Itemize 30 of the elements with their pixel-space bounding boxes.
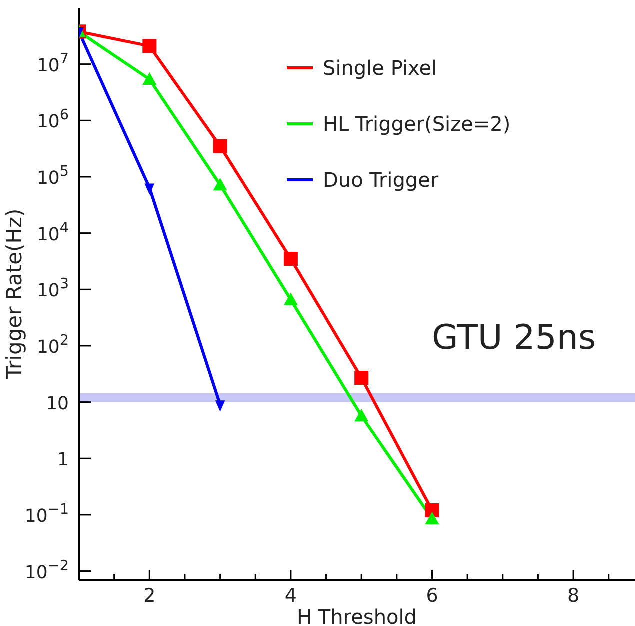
legend-label: Single Pixel xyxy=(323,56,438,80)
legend-label: HL Trigger(Size=2) xyxy=(323,112,511,136)
point xyxy=(425,503,440,518)
point xyxy=(142,39,157,54)
x-tick-label: 4 xyxy=(284,585,297,607)
y-tick-label: 10$^{−2}$ xyxy=(24,558,69,584)
y-tick-label: 10$^{4}$ xyxy=(36,220,69,246)
point xyxy=(354,409,369,422)
y-tick-label: 10 xyxy=(46,393,69,414)
y-tick-label: 10$^{7}$ xyxy=(36,51,69,76)
x-tick-label: 6 xyxy=(426,585,438,607)
point xyxy=(142,72,157,85)
annotation: GTU 25ns xyxy=(432,318,596,358)
point xyxy=(354,370,369,385)
legend-label: Duo Trigger xyxy=(323,168,439,192)
y-axis-title: Trigger Rate(Hz) xyxy=(2,208,26,380)
y-tick-label: 10$^{5}$ xyxy=(36,164,69,189)
point xyxy=(284,292,298,306)
y-tick-label: 1 xyxy=(58,450,69,471)
point xyxy=(284,252,298,266)
point xyxy=(425,512,440,525)
y-tick-label: 10$^{6}$ xyxy=(36,108,69,133)
y-tick-label: 10$^{2}$ xyxy=(36,332,69,358)
x-tick-label: 8 xyxy=(567,585,580,607)
y-tick-label: 10$^{3}$ xyxy=(36,276,69,302)
x-axis-title: H Threshold xyxy=(297,605,417,626)
point xyxy=(213,178,228,191)
point xyxy=(213,139,228,154)
y-tick-label: 10$^{−1}$ xyxy=(24,502,69,527)
x-tick-label: 2 xyxy=(144,585,156,607)
